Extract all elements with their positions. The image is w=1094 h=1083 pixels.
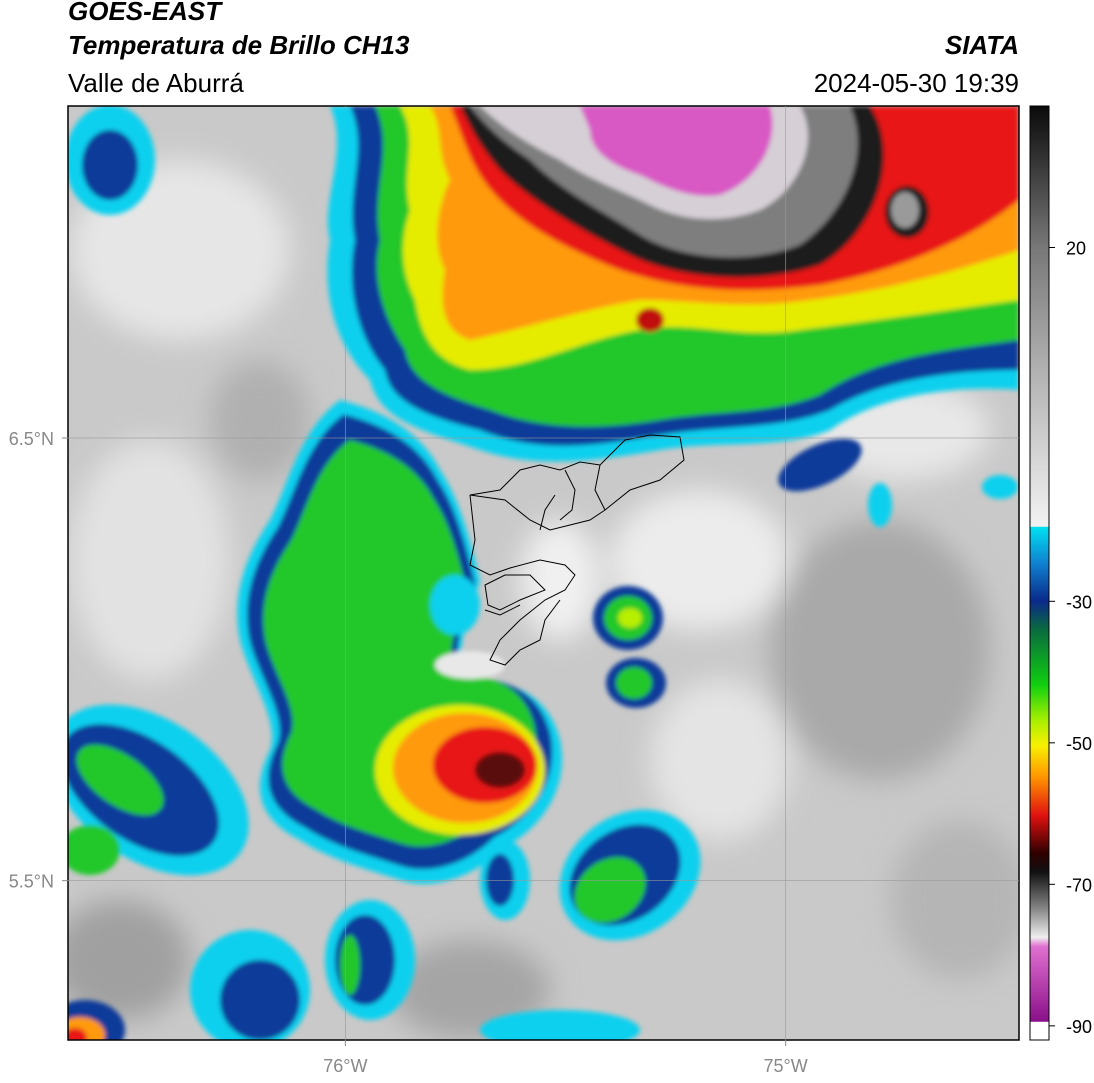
y-tick-label: 6.5°N bbox=[9, 429, 54, 449]
title: GOES-EAST bbox=[68, 0, 223, 26]
ticks: 76°W 75°W 5.5°N 6.5°N 20 -30 -50 -70 -90 bbox=[9, 106, 1092, 1076]
subtitle: Temperatura de Brillo CH13 bbox=[68, 30, 410, 60]
region: Valle de Aburrá bbox=[68, 68, 244, 98]
y-tick-label: 5.5°N bbox=[9, 872, 54, 892]
map-frame bbox=[67, 105, 1020, 1041]
x-tick-label: 76°W bbox=[323, 1056, 367, 1076]
satellite-image bbox=[68, 106, 1019, 1040]
colorbar-tick-label: -90 bbox=[1066, 1017, 1092, 1037]
colorbar-tick-label: -30 bbox=[1066, 592, 1092, 612]
colorbar-tick-label: -50 bbox=[1066, 734, 1092, 754]
colorbar-tick-label: -70 bbox=[1066, 875, 1092, 895]
colorbar bbox=[1029, 105, 1050, 1041]
timestamp: 2024-05-30 19:39 bbox=[814, 68, 1019, 98]
x-tick-label: 75°W bbox=[764, 1056, 808, 1076]
source: SIATA bbox=[945, 30, 1019, 60]
colorbar-tick-label: 20 bbox=[1066, 239, 1086, 259]
